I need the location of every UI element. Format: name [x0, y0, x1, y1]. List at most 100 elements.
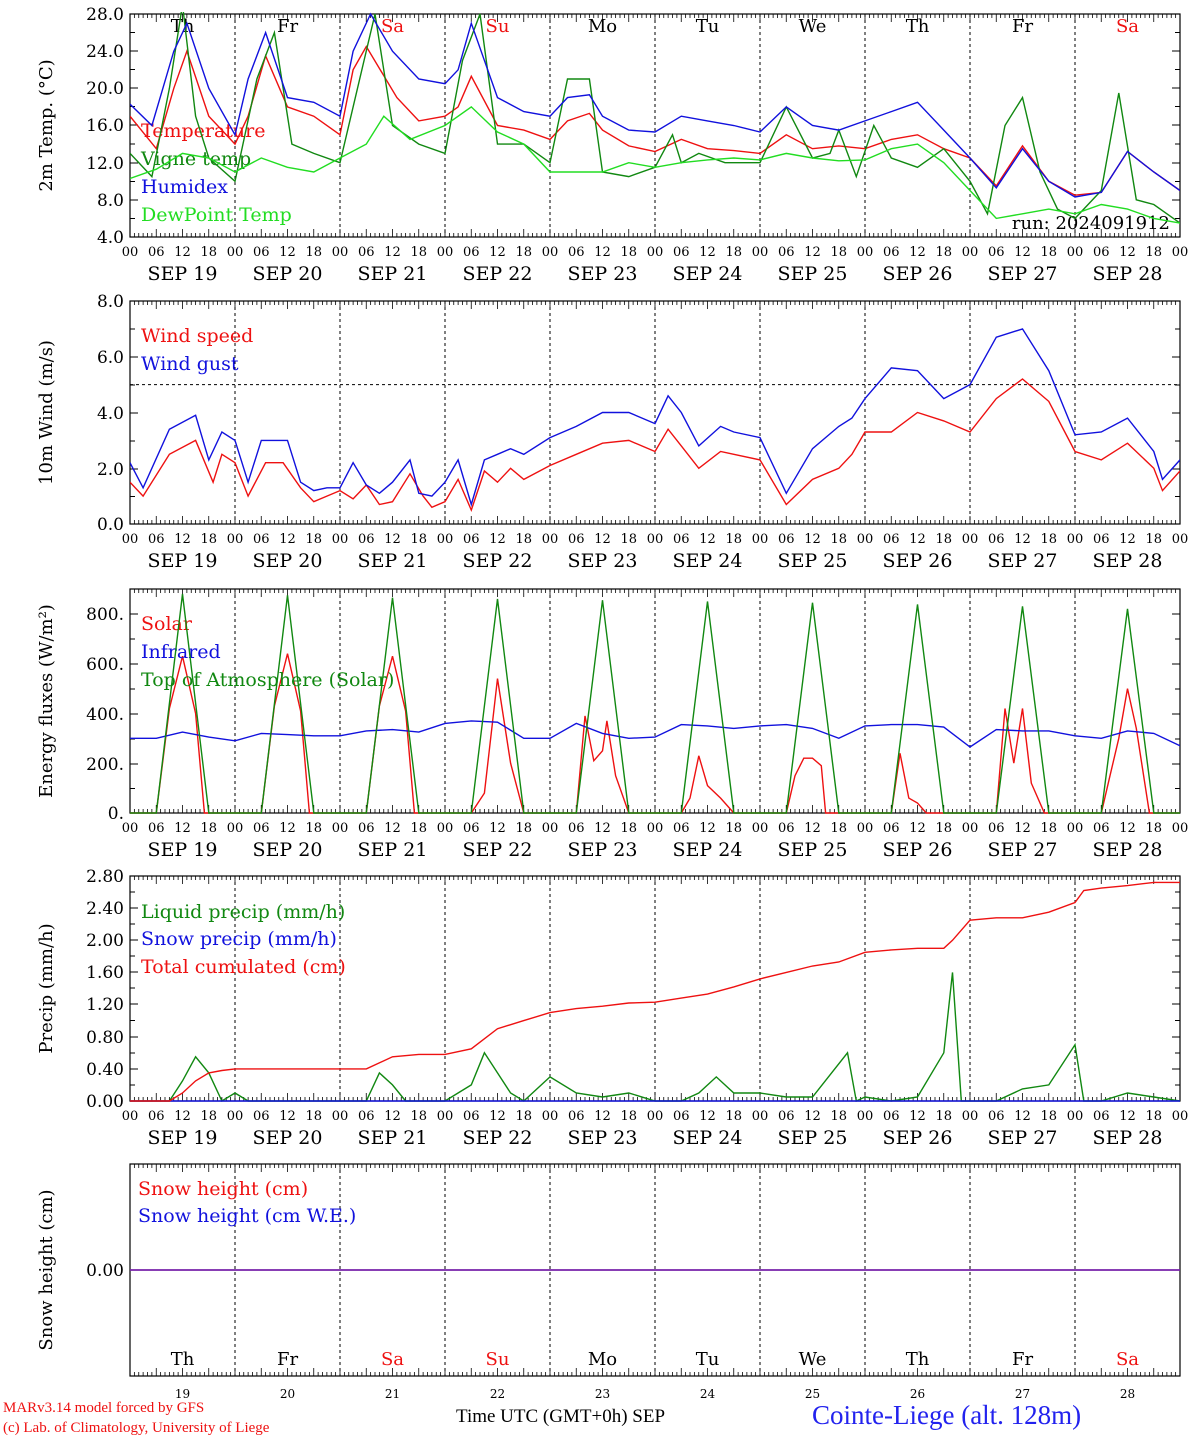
hour-label: 18 — [200, 532, 217, 547]
hour-label: 18 — [935, 245, 952, 260]
legend-entry: Snow height (cm) — [138, 1178, 308, 1200]
date-label: SEP 23 — [568, 550, 638, 572]
hour-label: 00 — [1067, 821, 1084, 836]
hour-label: 18 — [515, 1109, 532, 1124]
hour-label: 06 — [1093, 245, 1110, 260]
series-line — [130, 378, 1180, 513]
date-label: SEP 26 — [883, 263, 953, 285]
hour-label: 18 — [725, 821, 742, 836]
hour-label: 12 — [1119, 245, 1136, 260]
hour-label: 18 — [305, 532, 322, 547]
hour-label: 18 — [935, 532, 952, 547]
hour-label: 06 — [148, 245, 165, 260]
weekday-label: Th — [906, 16, 930, 37]
hour-label: 18 — [725, 1109, 742, 1124]
y-tick-label: 2.0 — [97, 460, 124, 480]
hour-label: 12 — [174, 532, 191, 547]
legend-entry: Humidex — [141, 176, 228, 198]
hour-label: 06 — [148, 1109, 165, 1124]
weekday-label: Tu — [696, 1349, 720, 1370]
hour-label: 00 — [542, 532, 559, 547]
hour-label: 06 — [568, 821, 585, 836]
y-tick-label: 0.00 — [86, 1261, 124, 1281]
hour-label: 00 — [1067, 532, 1084, 547]
hour-label: 12 — [384, 1109, 401, 1124]
hour-label: 00 — [332, 532, 349, 547]
hour-label: 06 — [883, 532, 900, 547]
hour-label: 12 — [909, 245, 926, 260]
date-label: SEP 25 — [778, 1127, 848, 1149]
legend-entry: Total cumulated (cm) — [141, 956, 346, 978]
chart-panel: 0.0 2.0 4.0 6.0 8.0 10m Wind (m/s) 00 06 12 18 00 0… — [36, 292, 1188, 572]
hour-label: 06 — [778, 532, 795, 547]
weekday-label: Th — [906, 1349, 930, 1370]
hour-label: 12 — [384, 821, 401, 836]
hour-label: 06 — [1093, 532, 1110, 547]
y-tick-label: 20.0 — [86, 79, 124, 99]
date-label: SEP 20 — [253, 839, 323, 861]
y-axis-title: 10m Wind (m/s) — [36, 340, 57, 485]
hour-label: 00 — [647, 1109, 664, 1124]
weekday-label: Tu — [696, 16, 720, 37]
day-number-label: 27 — [1015, 1387, 1030, 1401]
y-tick-label: 2.80 — [86, 867, 124, 887]
hour-label: 06 — [568, 245, 585, 260]
legend-entry: DewPoint Temp — [141, 204, 292, 226]
hour-label: 00 — [332, 821, 349, 836]
lab-credit: (c) Lab. of Climatology, University of L… — [3, 1420, 270, 1436]
hour-label: 06 — [148, 821, 165, 836]
hour-label: 00 — [857, 821, 874, 836]
hour-label: 00 — [752, 821, 769, 836]
hour-label: 00 — [437, 245, 454, 260]
date-label: SEP 19 — [148, 1127, 218, 1149]
hour-label: 12 — [489, 821, 506, 836]
y-tick-label: 400. — [86, 705, 124, 725]
hour-label: 12 — [1119, 821, 1136, 836]
hour-label: 06 — [358, 1109, 375, 1124]
hour-label: 00 — [962, 821, 979, 836]
y-tick-label: 4.0 — [97, 228, 124, 248]
hour-label: 06 — [568, 1109, 585, 1124]
hour-label: 12 — [699, 1109, 716, 1124]
hour-label: 18 — [935, 821, 952, 836]
date-label: SEP 28 — [1093, 1127, 1163, 1149]
hour-label: 12 — [1014, 532, 1031, 547]
y-axis-title: Precip (mm/h) — [36, 923, 57, 1053]
hour-label: 06 — [463, 245, 480, 260]
hour-label: 00 — [752, 1109, 769, 1124]
hour-label: 18 — [830, 1109, 847, 1124]
hour-label: 06 — [778, 1109, 795, 1124]
hour-label: 12 — [594, 821, 611, 836]
hour-label: 18 — [620, 532, 637, 547]
hour-label: 00 — [122, 245, 139, 260]
day-number-label: 21 — [385, 1387, 400, 1401]
hour-label: 18 — [200, 1109, 217, 1124]
hour-label: 00 — [542, 821, 559, 836]
series-line — [130, 593, 1180, 814]
date-label: SEP 23 — [568, 263, 638, 285]
weekday-label: We — [799, 16, 827, 37]
day-number-label: 26 — [910, 1387, 925, 1401]
weekday-label: Sa — [1116, 16, 1139, 37]
y-tick-label: 12.0 — [86, 154, 124, 174]
chart-panel: 0. 200. 400. 600. 800. Energy fluxes (W/m²) 00… — [36, 588, 1189, 861]
hour-label: 18 — [1145, 1109, 1162, 1124]
hour-label: 06 — [673, 532, 690, 547]
legend-entry: Infrared — [141, 641, 221, 663]
hour-label: 18 — [1145, 532, 1162, 547]
y-tick-label: 6.0 — [97, 348, 124, 368]
hour-label: 06 — [358, 245, 375, 260]
hour-label: 12 — [1014, 821, 1031, 836]
date-label: SEP 20 — [253, 263, 323, 285]
hour-label: 12 — [594, 245, 611, 260]
legend-entry: Wind gust — [141, 353, 239, 375]
weekday-label: Sa — [381, 1349, 404, 1370]
hour-label: 00 — [437, 532, 454, 547]
date-label: SEP 25 — [778, 550, 848, 572]
hour-label: 18 — [1040, 532, 1057, 547]
y-tick-label: 0.40 — [86, 1060, 124, 1080]
hour-label: 06 — [358, 821, 375, 836]
hour-label: 00 — [1172, 821, 1189, 836]
hour-label: 18 — [410, 821, 427, 836]
date-label: SEP 20 — [253, 1127, 323, 1149]
